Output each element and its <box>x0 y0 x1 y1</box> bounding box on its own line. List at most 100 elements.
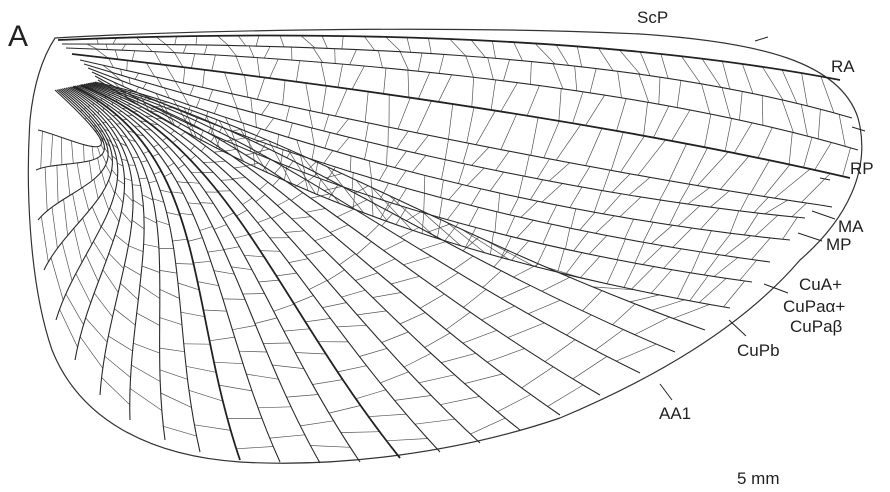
crossvein <box>495 151 510 171</box>
crossvein <box>139 284 160 299</box>
crossvein <box>165 44 175 53</box>
crossvein <box>242 293 265 295</box>
crossvein <box>152 153 159 157</box>
crossvein <box>236 145 243 161</box>
crossvein <box>386 146 388 166</box>
crossvein <box>102 269 119 293</box>
longitudinal-vein <box>71 86 201 453</box>
crossvein <box>199 202 214 204</box>
crossvein <box>260 250 281 252</box>
crossvein <box>180 131 186 136</box>
crossvein <box>566 314 592 336</box>
crossvein <box>242 123 247 137</box>
crossvein <box>73 228 83 263</box>
crossvein <box>263 46 271 59</box>
mp-leader <box>797 232 823 242</box>
crossvein <box>704 114 712 148</box>
crossvein <box>324 186 343 191</box>
crossvein <box>310 445 351 448</box>
crossvein <box>689 275 709 302</box>
crossvein <box>371 196 374 217</box>
crossvein <box>638 73 650 103</box>
crossvein <box>262 159 271 171</box>
crossvein <box>466 107 475 144</box>
crossvein <box>800 104 808 137</box>
crossvein <box>378 165 389 181</box>
crossvein <box>801 173 831 203</box>
crossvein <box>303 172 309 191</box>
crossvein <box>536 158 550 179</box>
longitudinal-vein <box>97 79 731 309</box>
crossvein <box>592 286 635 291</box>
crossvein <box>440 396 480 406</box>
crossvein <box>351 65 365 90</box>
crossvein <box>327 269 345 281</box>
crossvein <box>141 265 160 273</box>
crossvein <box>336 324 367 328</box>
crossvein <box>441 352 476 363</box>
label-cua-line2: CuPaα+ <box>783 297 845 316</box>
crossvein <box>111 72 122 81</box>
crossvein <box>381 213 393 227</box>
crossvein <box>729 210 740 234</box>
crossvein <box>121 158 128 161</box>
crossvein <box>407 70 410 98</box>
crossvein <box>254 113 257 128</box>
crossvein <box>207 249 224 253</box>
crossvein <box>447 202 461 220</box>
crossvein <box>336 137 350 153</box>
crossvein <box>102 64 114 73</box>
crossvein <box>143 216 157 224</box>
crossvein <box>160 189 172 194</box>
longitudinal-vein <box>83 83 481 444</box>
crossvein <box>75 273 91 304</box>
crossvein <box>381 331 409 343</box>
crossvein <box>385 36 402 53</box>
crossvein <box>719 155 750 190</box>
crossvein <box>146 62 156 77</box>
crossvein <box>128 77 131 85</box>
crossvein <box>619 196 642 218</box>
crossvein <box>368 413 407 418</box>
crossvein <box>188 389 223 402</box>
crossvein <box>184 116 188 121</box>
crossvein <box>117 179 125 185</box>
crossvein <box>579 212 596 231</box>
crossvein <box>329 224 349 233</box>
crossvein <box>372 258 396 270</box>
crossvein <box>676 80 682 108</box>
crossvein <box>492 40 496 59</box>
crossvein <box>44 167 48 211</box>
crossvein <box>349 155 352 172</box>
crossvein <box>187 237 203 242</box>
crossvein <box>749 160 770 195</box>
crossvein <box>108 335 133 352</box>
crossvein <box>620 135 645 173</box>
crossvein <box>166 212 181 216</box>
crossvein <box>235 56 244 75</box>
crossvein <box>163 425 197 437</box>
crossvein <box>91 206 102 228</box>
crossvein <box>305 82 312 111</box>
longitudinal-vein <box>65 47 859 151</box>
crossvein <box>135 37 144 45</box>
crossvein <box>177 123 182 128</box>
crossvein <box>619 49 641 75</box>
crossvein <box>236 108 243 123</box>
crossvein <box>132 184 141 186</box>
crossvein <box>82 187 90 211</box>
crossvein <box>180 311 205 318</box>
crossvein <box>223 246 240 250</box>
crossvein <box>414 418 455 425</box>
crossvein <box>182 44 187 54</box>
longitudinal-vein <box>71 53 851 179</box>
crossvein <box>71 140 74 164</box>
crossvein <box>135 86 139 93</box>
crossvein <box>713 257 739 277</box>
longitudinal-vein <box>85 83 521 431</box>
crossvein <box>663 248 682 269</box>
crossvein <box>687 187 710 205</box>
crossvein <box>582 290 603 312</box>
crossvein <box>572 91 584 124</box>
